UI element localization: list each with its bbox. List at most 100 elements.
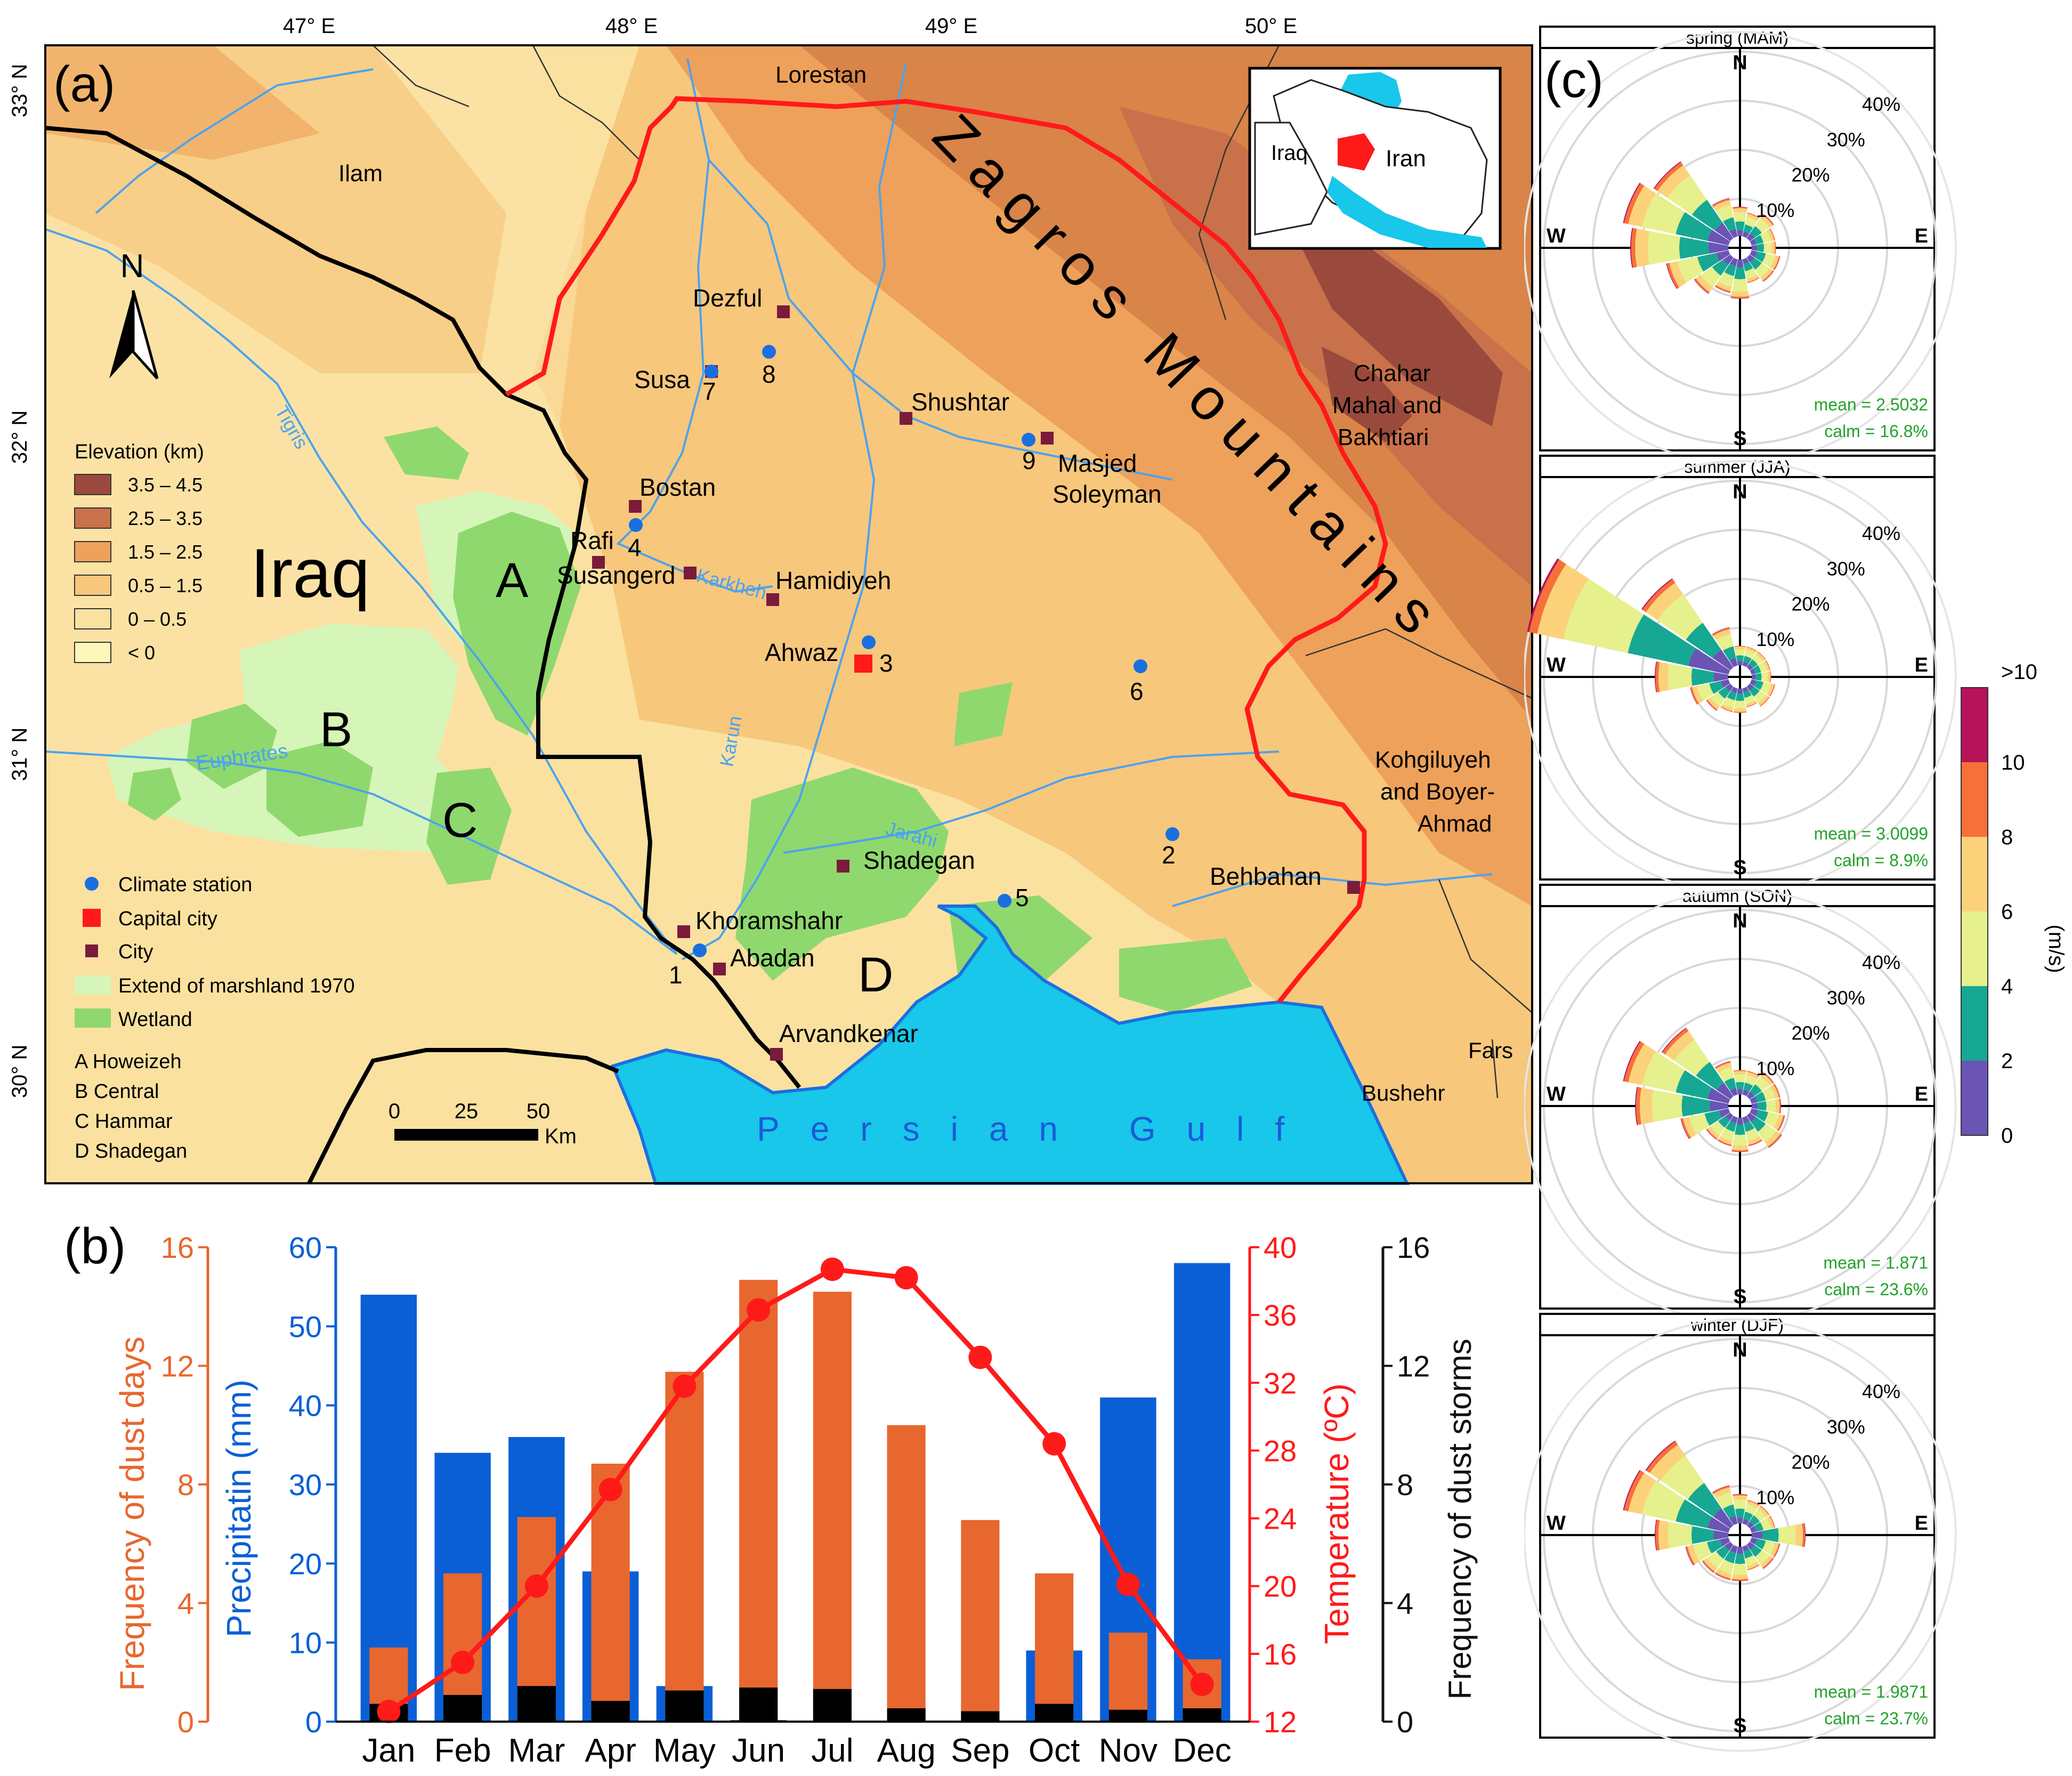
windrose-petal	[1771, 241, 1775, 254]
north-arrow: N	[109, 248, 159, 380]
windrose-petal	[1681, 1095, 1710, 1117]
windrose-petal	[1674, 1040, 1710, 1076]
windrose-petal	[1731, 687, 1738, 693]
windrose-petal	[1769, 228, 1776, 241]
dust-storm-bar	[961, 1711, 1000, 1722]
windrose-petal	[1716, 205, 1734, 222]
windrose-petal	[1765, 1131, 1780, 1147]
windrose-petal	[1773, 1084, 1780, 1098]
windrose-petal	[1720, 1537, 1730, 1547]
windrose-petal	[1731, 290, 1749, 297]
windrose-petal	[1770, 1542, 1779, 1557]
windrose-petal	[1743, 224, 1753, 234]
lat-label-30: 30° N	[8, 1045, 31, 1099]
windrose-petal	[1628, 185, 1656, 227]
windrose-petal	[1760, 1073, 1773, 1086]
windrose-petal	[1666, 263, 1678, 289]
windrose-compass-label: S	[1733, 857, 1746, 879]
colorbar-label: 0	[2001, 1124, 2013, 1148]
temperature-point	[1116, 1572, 1140, 1596]
windrose-petal	[1707, 229, 1730, 246]
windrose-mean: mean = 3.0099	[1814, 824, 1928, 843]
windrose-petal	[1734, 1074, 1746, 1083]
windrose-petal	[1745, 700, 1757, 707]
month-label: Jan	[362, 1732, 415, 1769]
windrose-petal	[1795, 1523, 1803, 1547]
province-lorestan: Lorestan	[775, 62, 867, 88]
elevation-swatch	[74, 507, 111, 529]
windrose-ring-label: 40%	[1862, 522, 1900, 544]
windrose-petal	[1763, 660, 1770, 672]
windrose-petal	[1718, 1116, 1730, 1128]
precip-tick-label: 30	[289, 1468, 322, 1501]
windrose-petal	[1707, 1551, 1724, 1568]
elevation-swatch	[74, 642, 111, 663]
chart-axes: 0 4 8 12 16 0 10 20 30 40 50 60 12 16 20 24 28 32 36 40 0 4 8 1…	[161, 1231, 1430, 1739]
windrose-petal	[1746, 1521, 1754, 1529]
colorbar-label: 4	[2001, 975, 2013, 998]
temp-tick-label: 32	[1264, 1366, 1297, 1400]
windrose-petal	[1777, 1115, 1785, 1131]
marsh-letter-b: B	[320, 703, 352, 757]
windrose-petal	[1754, 680, 1764, 690]
windrose-petal	[1648, 231, 1680, 265]
windrose-petal	[1742, 231, 1749, 238]
climate-panel: (b) Jan Feb Mar Apr May Jun Jul Aug Sep Oct Nov Dec…	[0, 1189, 1540, 1773]
windrose-compass-label: S	[1733, 427, 1746, 450]
windrose-petal	[1746, 1500, 1759, 1508]
windrose-petal	[1715, 1568, 1732, 1579]
windrose-petal	[1731, 1574, 1749, 1580]
city-marker	[777, 305, 790, 318]
windrose-petal	[1804, 1523, 1806, 1547]
windrose-petal	[1748, 1140, 1763, 1147]
windrose-petal	[1715, 281, 1732, 292]
windrose-petal	[1755, 673, 1762, 681]
windrose-petal	[1703, 1557, 1718, 1572]
windrose-petal	[1736, 1546, 1744, 1554]
station-marker	[693, 943, 707, 957]
windrose-petal	[1802, 1523, 1806, 1547]
precip-tick-label: 20	[289, 1547, 322, 1580]
windrose-petal	[1676, 1499, 1712, 1529]
windrose-petal	[1712, 627, 1730, 636]
windrose-compass-label: S	[1733, 1715, 1746, 1737]
windrose-petal	[1677, 257, 1704, 283]
windrose-petal	[1688, 1483, 1722, 1517]
storms-axis-title: Frequency of dust storms	[1442, 1339, 1478, 1700]
windrose-ring-label: 20%	[1791, 593, 1830, 615]
scale-tick-25: 25	[455, 1100, 479, 1123]
windrose-ring	[1523, 1318, 1957, 1752]
temperature-point	[524, 1574, 548, 1598]
windrose-petal	[1715, 223, 1734, 241]
windrose-compass-label: E	[1915, 225, 1928, 247]
windrose-petal	[1687, 1545, 1700, 1564]
iraq-iran-border	[45, 126, 802, 1089]
windrose-petal	[1735, 221, 1745, 231]
station-number: 8	[762, 360, 776, 388]
windrose-ring-label: 30%	[1827, 558, 1865, 579]
windrose-petal	[1743, 1549, 1753, 1559]
windrose-petal	[1730, 257, 1738, 267]
windrose-petal	[1749, 686, 1760, 697]
windrose-ring-label: 20%	[1791, 1022, 1830, 1044]
windrose-petal	[1713, 1530, 1729, 1540]
legend-station-symbol	[85, 877, 99, 891]
windrose-petal	[1745, 1555, 1758, 1567]
temperature-point	[968, 1345, 992, 1369]
dust-days-tick-label: 12	[161, 1350, 194, 1383]
month-label: Aug	[877, 1732, 935, 1769]
month-label: Mar	[508, 1732, 565, 1769]
city-label-bostan: Bostan	[640, 473, 716, 501]
station-number: 7	[702, 377, 716, 405]
windrose-petal	[1735, 693, 1745, 701]
windrose-petal	[1717, 1140, 1732, 1147]
windrose-petal	[1733, 208, 1747, 213]
windrose-petal	[1642, 1051, 1685, 1093]
windrose-petal	[1639, 1087, 1654, 1125]
windrose-title-box	[1539, 455, 1936, 478]
province-chahar-l3: Bakhtiari	[1338, 424, 1429, 450]
windrose-petal	[1689, 1113, 1710, 1135]
temperature-point	[747, 1298, 771, 1322]
